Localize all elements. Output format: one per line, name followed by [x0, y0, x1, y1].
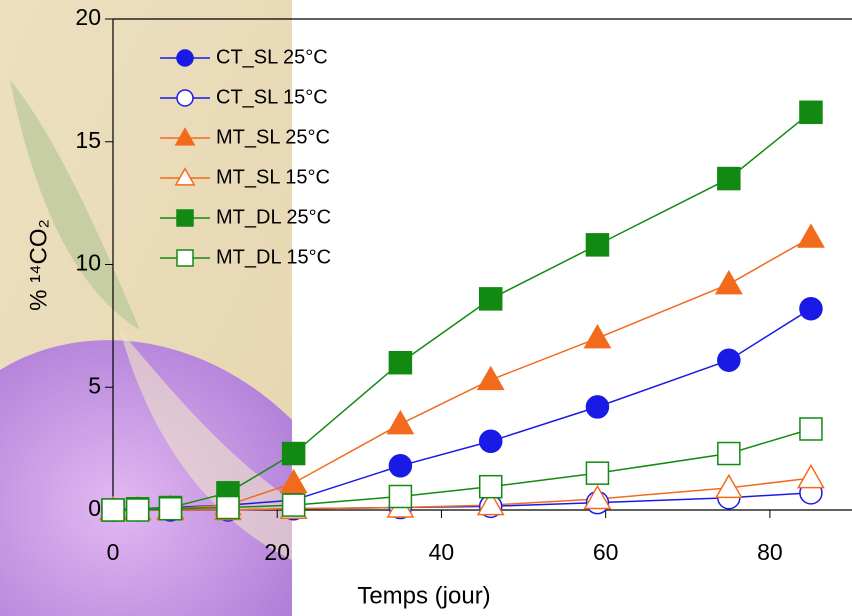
- marker: [125, 498, 150, 522]
- marker: [717, 441, 741, 466]
- series-line: [112, 111, 812, 511]
- marker: [476, 490, 505, 516]
- marker: [174, 167, 196, 186]
- marker: [797, 223, 825, 248]
- marker: [388, 484, 413, 509]
- x-tick-label: 40: [429, 539, 455, 565]
- marker: [585, 233, 610, 257]
- x-tick-label: 20: [264, 539, 290, 565]
- x-tick-label: 60: [593, 539, 619, 565]
- marker: [176, 249, 194, 267]
- marker: [585, 461, 610, 485]
- marker: [176, 49, 194, 67]
- marker: [799, 100, 823, 125]
- marker: [388, 454, 413, 478]
- legend-label: MT_DL 25°C: [216, 206, 331, 228]
- marker: [717, 348, 741, 372]
- marker: [279, 468, 308, 494]
- y-tick-label: 10: [75, 250, 101, 276]
- marker: [717, 166, 741, 191]
- marker: [476, 365, 505, 391]
- y-tick-label: 5: [88, 372, 101, 398]
- marker: [714, 269, 743, 295]
- legend-label: MT_SL 25°C: [216, 126, 330, 148]
- legend-label: MT_SL 15°C: [216, 166, 330, 188]
- marker: [281, 441, 306, 466]
- marker: [388, 350, 413, 375]
- marker: [216, 495, 240, 520]
- marker: [176, 89, 194, 107]
- marker: [478, 429, 503, 454]
- legend-label: CT_SL 15°C: [216, 86, 328, 108]
- y-tick-label: 0: [88, 495, 101, 521]
- series-line: [113, 428, 812, 511]
- background-image: [0, 0, 292, 616]
- legend-label: CT_SL 25°C: [216, 46, 328, 68]
- legend-label: MT_DL 15°C: [216, 246, 331, 268]
- x-tick-label: 0: [107, 539, 120, 565]
- x-tick-label: 80: [757, 539, 783, 565]
- y-tick-label: 20: [75, 4, 101, 30]
- marker: [583, 323, 612, 349]
- marker: [101, 498, 125, 522]
- marker: [799, 296, 823, 321]
- marker: [714, 473, 743, 499]
- marker: [799, 417, 823, 441]
- y-axis-label: % ¹⁴CO₂: [25, 219, 52, 311]
- x-axis-label: Temps (jour): [357, 582, 490, 609]
- marker: [797, 463, 825, 489]
- y-tick-label: 15: [75, 127, 101, 153]
- marker: [281, 493, 306, 517]
- marker: [386, 409, 415, 435]
- marker: [583, 484, 612, 510]
- marker: [585, 395, 610, 419]
- marker: [174, 127, 196, 146]
- marker: [478, 287, 503, 311]
- marker: [158, 497, 183, 521]
- marker: [478, 474, 503, 499]
- marker: [176, 209, 194, 227]
